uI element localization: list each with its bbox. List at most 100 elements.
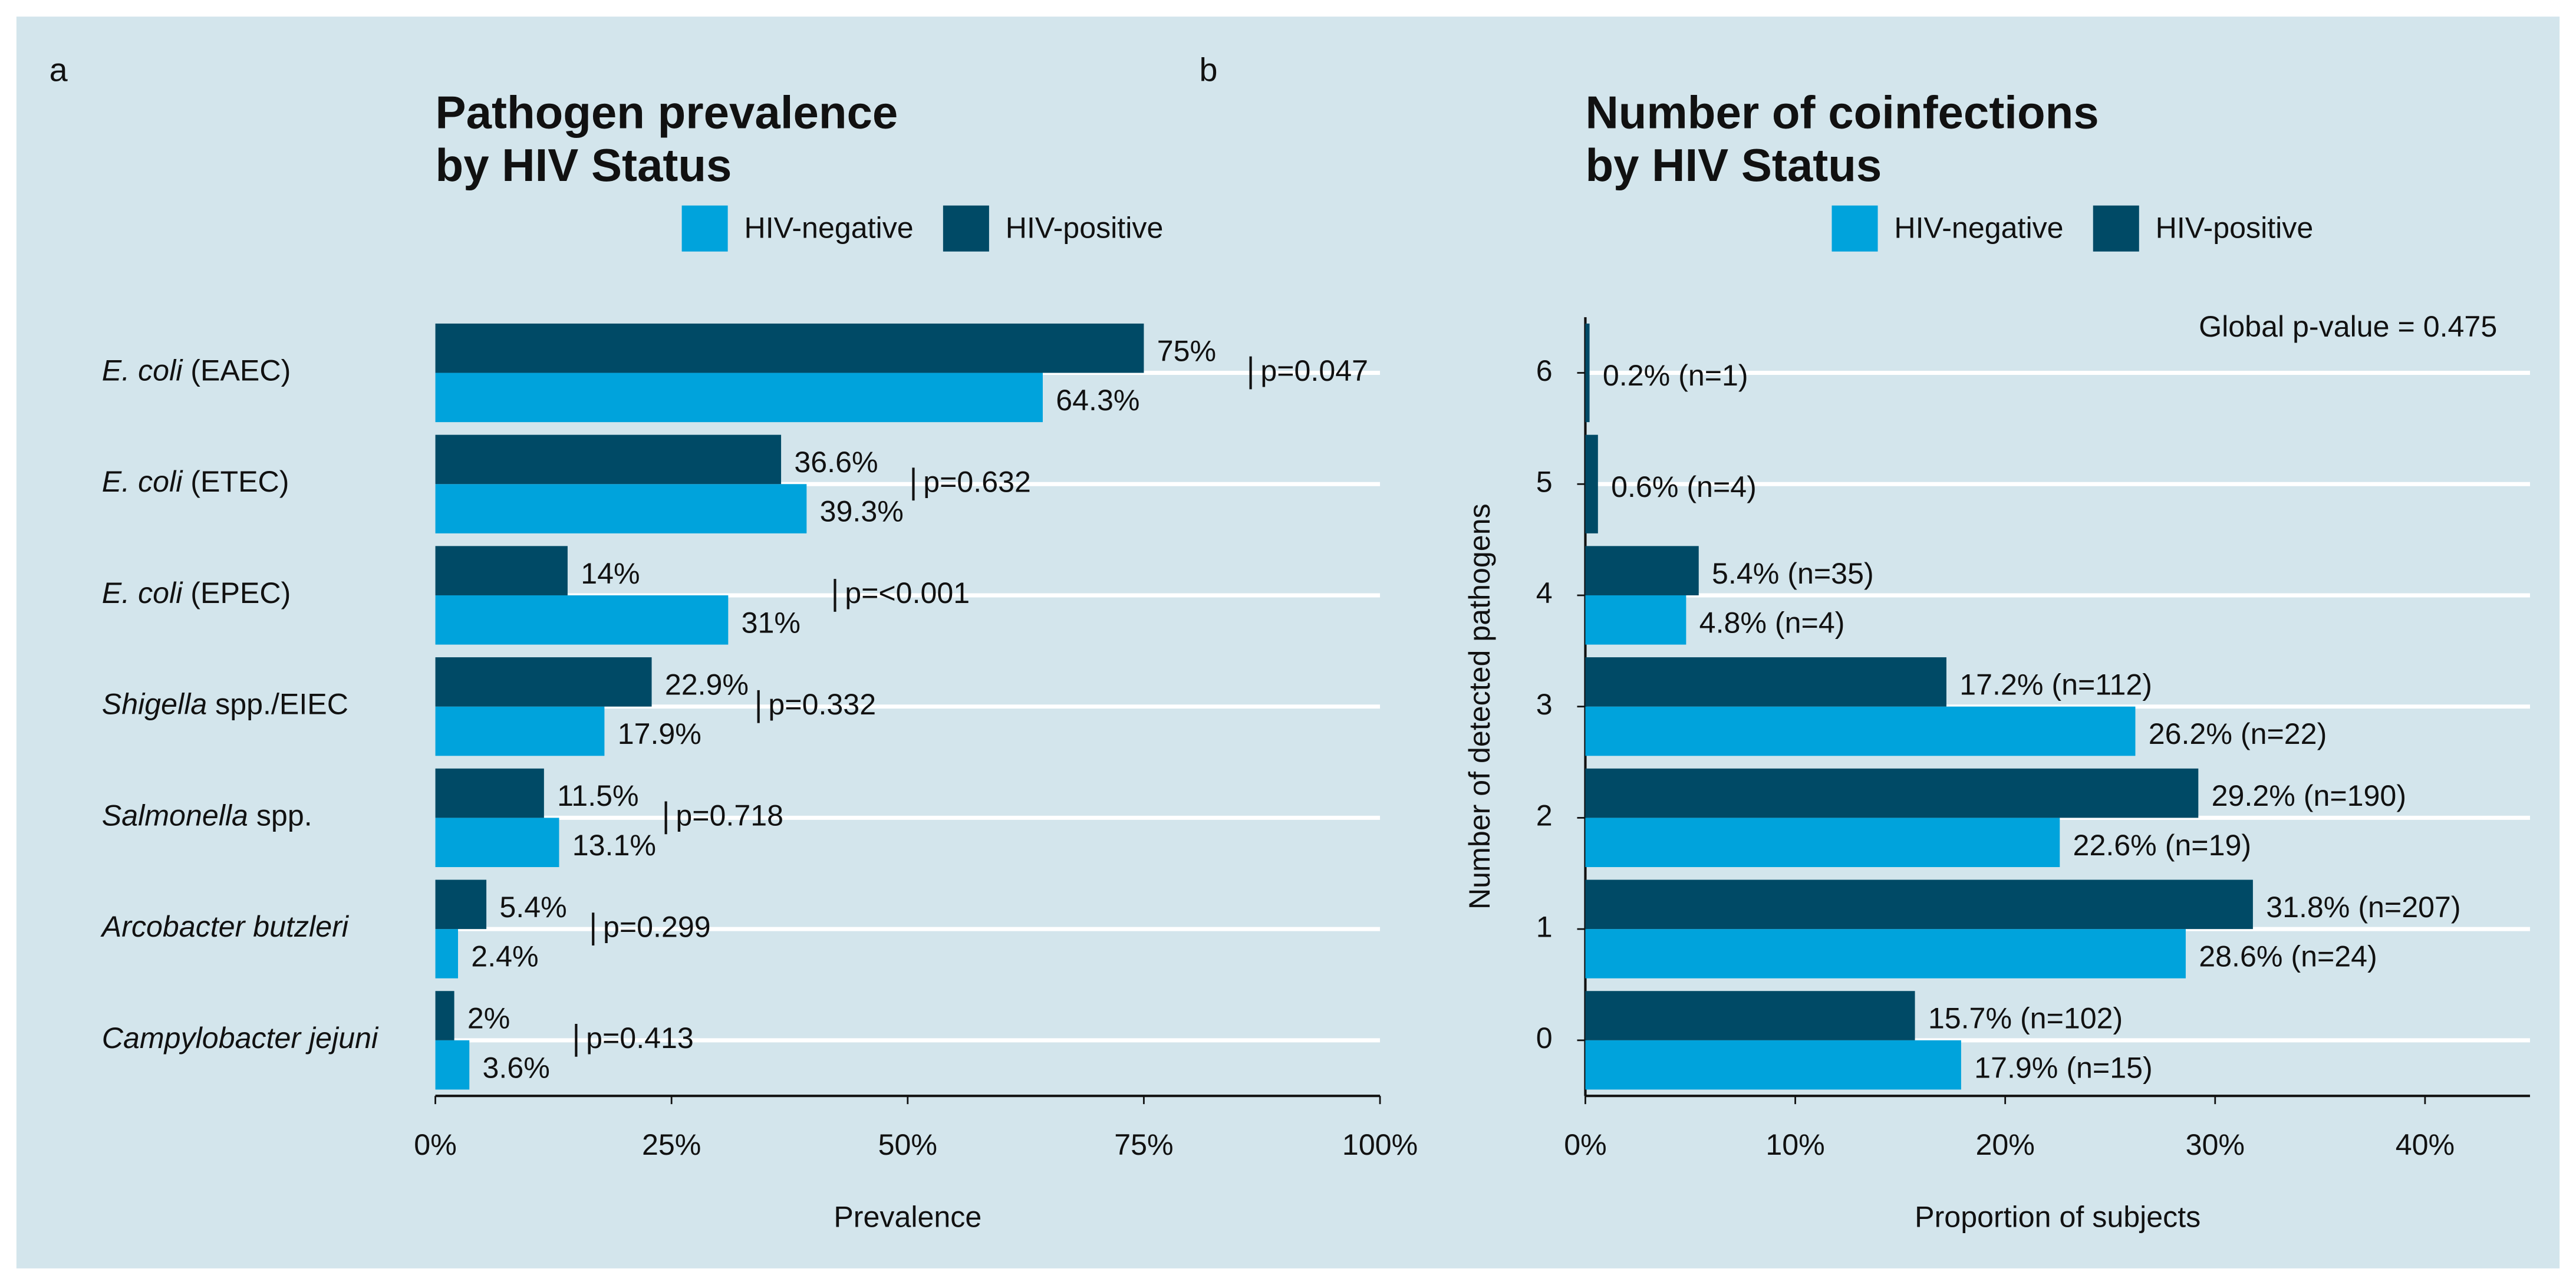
legend-label: HIV-positive — [2156, 212, 2314, 245]
value-label: 75% — [1157, 334, 1216, 367]
legend-label: HIV-positive — [1006, 212, 1164, 245]
value-label: 31.8% (n=207) — [2266, 891, 2460, 924]
legend-label: HIV-negative — [1894, 212, 2063, 245]
category-label: Arcobacter butzleri — [100, 910, 350, 943]
panel-label: a — [50, 52, 68, 88]
value-label: 17.9% — [618, 717, 701, 750]
value-label: 2% — [467, 1002, 510, 1035]
value-label: 26.2% (n=22) — [2149, 717, 2327, 750]
value-label: 22.6% (n=19) — [2073, 829, 2252, 862]
category-label: 4 — [1536, 576, 1553, 609]
category-label: 1 — [1536, 910, 1553, 943]
p-value: p=0.718 — [676, 799, 783, 832]
value-label: 28.6% (n=24) — [2199, 940, 2377, 973]
category-italic: Campylobacter jejuni — [102, 1022, 379, 1055]
category-italic: E. coli — [102, 354, 183, 387]
category-label: E. coli (ETEC) — [102, 466, 289, 499]
chart-title: Number of coinfections — [1585, 87, 2099, 139]
bar — [435, 373, 1043, 423]
chart-title: Pathogen prevalence — [436, 87, 898, 139]
bar — [1585, 657, 1946, 707]
value-label: 0.2% (n=1) — [1603, 359, 1748, 392]
x-tick-label: 10% — [1765, 1128, 1824, 1161]
bar — [1585, 991, 1915, 1040]
value-label: 2.4% — [471, 940, 538, 973]
x-tick-label: 75% — [1114, 1128, 1173, 1161]
value-label: 3.6% — [483, 1051, 550, 1084]
category-rest: spp./EIEC — [207, 688, 348, 721]
category-label: 0 — [1536, 1022, 1553, 1055]
legend-swatch — [1831, 205, 1878, 252]
bar — [1585, 1040, 1961, 1090]
category-rest: (EPEC) — [182, 576, 291, 609]
p-value: p=0.299 — [603, 910, 711, 943]
bar — [1585, 546, 1699, 595]
value-label: 17.9% (n=15) — [1974, 1051, 2153, 1084]
value-label: 5.4% — [499, 891, 566, 924]
bar — [435, 991, 454, 1040]
category-italic: Salmonella — [102, 799, 248, 832]
value-label: 17.2% (n=112) — [1959, 668, 2152, 701]
category-label: E. coli (EAEC) — [102, 354, 291, 387]
category-italic: Arcobacter butzleri — [100, 910, 350, 943]
x-tick-label: 40% — [2396, 1128, 2455, 1161]
panel-label: b — [1200, 52, 1218, 88]
category-label: 3 — [1536, 688, 1553, 721]
category-label: 6 — [1536, 354, 1553, 387]
bar — [435, 706, 605, 756]
value-label: 64.3% — [1056, 384, 1139, 417]
bar — [435, 595, 729, 645]
category-label: Salmonella spp. — [102, 799, 312, 832]
x-axis-title: Prevalence — [834, 1200, 981, 1233]
legend-swatch — [2093, 205, 2139, 252]
legend-swatch — [943, 205, 989, 252]
bar — [435, 484, 807, 533]
x-axis-title: Proportion of subjects — [1915, 1200, 2201, 1233]
p-value: p=0.047 — [1260, 354, 1368, 387]
bar — [435, 818, 559, 868]
bar — [435, 546, 568, 595]
bar — [1585, 879, 2253, 930]
p-value: p=<0.001 — [845, 576, 970, 609]
x-tick-label: 30% — [2186, 1128, 2245, 1161]
value-label: 15.7% (n=102) — [1928, 1002, 2123, 1035]
category-italic: E. coli — [102, 466, 183, 499]
bar — [435, 1040, 470, 1090]
value-label: 36.6% — [794, 446, 878, 479]
bar — [435, 323, 1144, 373]
x-tick-label: 100% — [1342, 1128, 1418, 1161]
category-rest: (ETEC) — [182, 466, 289, 499]
bar — [435, 434, 782, 485]
category-italic: E. coli — [102, 576, 183, 609]
value-label: 31% — [742, 606, 801, 639]
p-value: p=0.332 — [768, 688, 876, 721]
legend-label: HIV-negative — [745, 212, 914, 245]
x-tick-label: 25% — [642, 1128, 701, 1161]
y-axis-title: Number of detected pathogens — [1463, 503, 1496, 910]
value-label: 29.2% (n=190) — [2212, 779, 2406, 812]
bar — [435, 879, 487, 930]
bar — [1585, 323, 1590, 423]
bar — [435, 768, 544, 818]
value-label: 5.4% (n=35) — [1712, 557, 1874, 590]
legend-swatch — [681, 205, 728, 252]
bar — [1585, 706, 2136, 756]
chart-title: by HIV Status — [1585, 139, 1882, 191]
value-label: 39.3% — [820, 495, 904, 528]
value-label: 13.1% — [572, 829, 656, 862]
x-tick-label: 0% — [1564, 1128, 1607, 1161]
category-rest: (EAEC) — [182, 354, 291, 387]
x-tick-label: 50% — [878, 1128, 937, 1161]
category-label: E. coli (EPEC) — [102, 576, 291, 609]
category-label: 2 — [1536, 799, 1553, 832]
bar — [1585, 434, 1598, 533]
p-value: p=0.413 — [586, 1022, 694, 1055]
value-label: 0.6% (n=4) — [1611, 470, 1757, 503]
bar — [1585, 818, 2060, 868]
category-label: Campylobacter jejuni — [102, 1022, 379, 1055]
background — [16, 17, 2560, 1268]
annotation: Global p-value = 0.475 — [2199, 310, 2497, 343]
bar — [1585, 768, 2199, 818]
